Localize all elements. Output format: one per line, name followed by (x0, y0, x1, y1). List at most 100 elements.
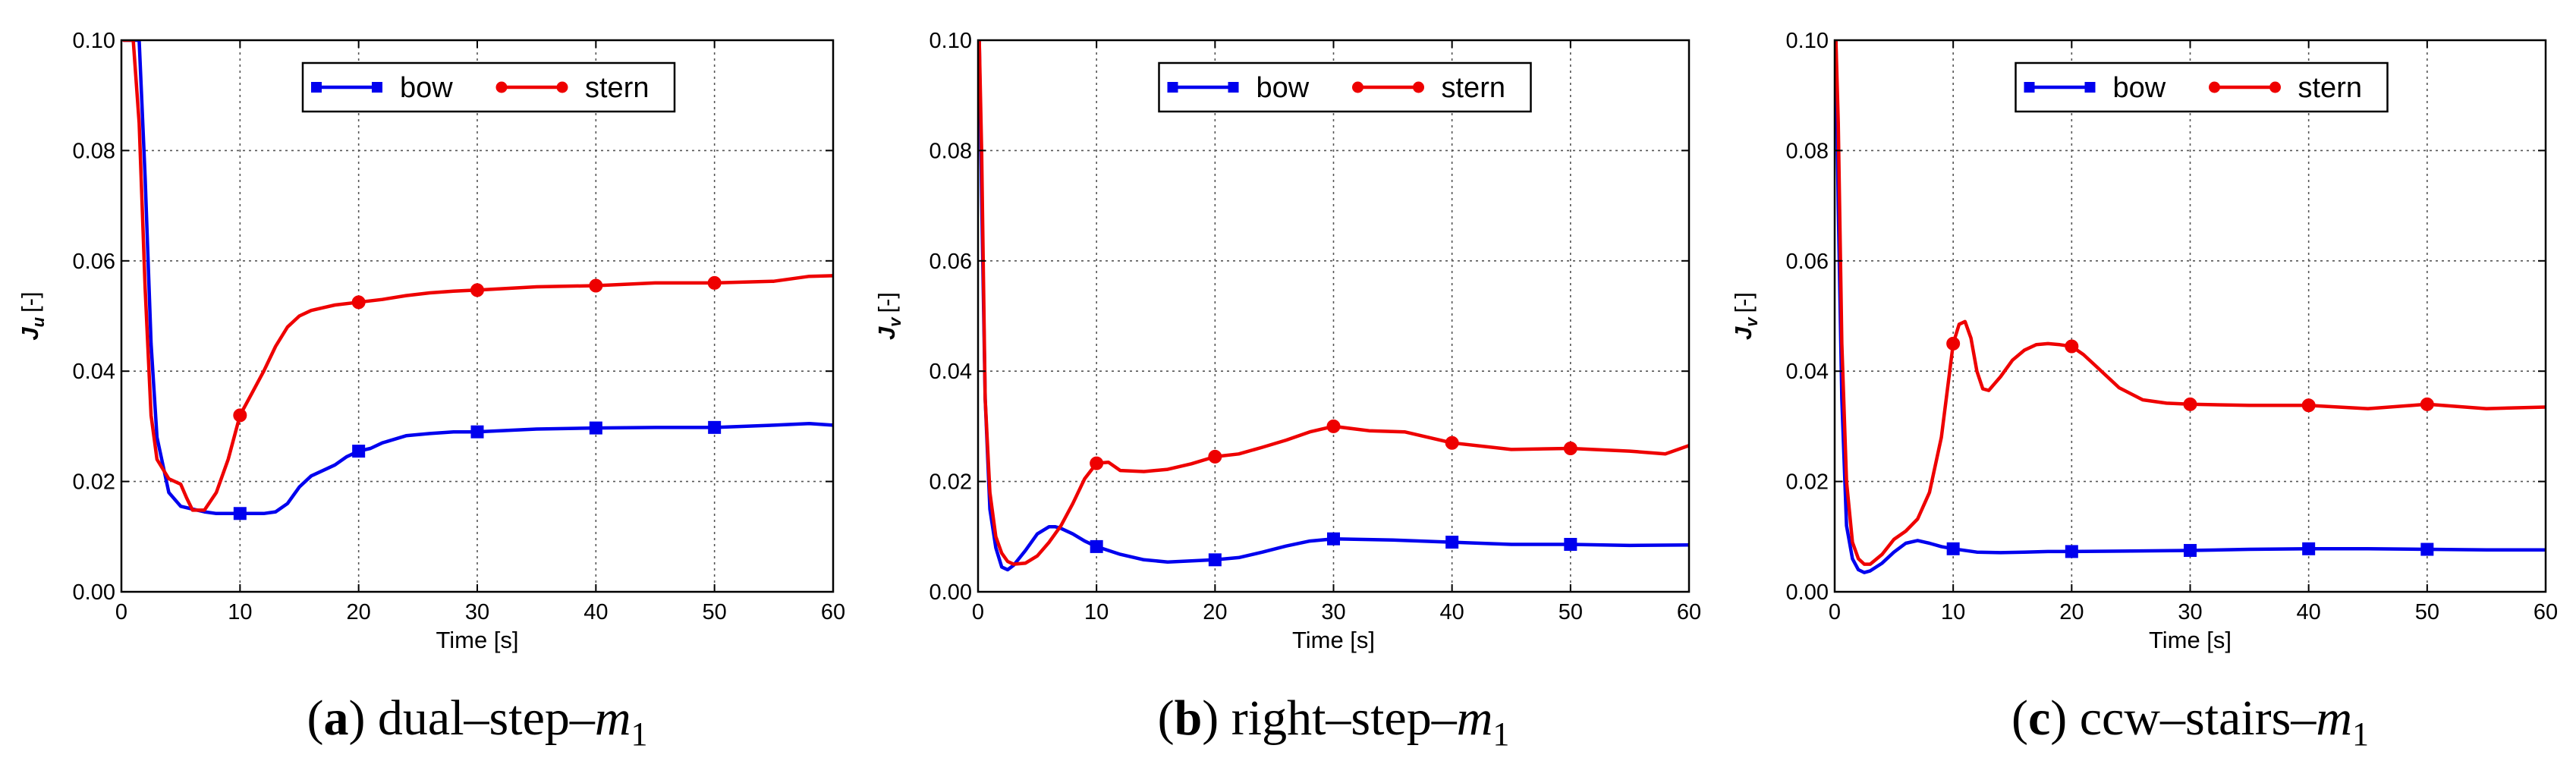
marker-bow (1090, 539, 1103, 553)
marker-stern (1563, 441, 1577, 455)
y-tick-label: 0.10 (73, 29, 115, 53)
y-tick-label: 0.02 (73, 470, 115, 495)
series-line-bow (978, 40, 1689, 572)
caption-letter: b (1175, 690, 1203, 746)
y-tick-label: 0.06 (1786, 250, 1829, 274)
y-tick-label: 0.00 (73, 580, 115, 605)
x-axis-label: Time [s] (2149, 627, 2232, 653)
caption-letter: c (2028, 690, 2050, 746)
y-axis-label-sub: v (885, 316, 904, 327)
series-line-stern (1835, 40, 2546, 566)
caption-sub: 1 (631, 715, 648, 753)
chart-panel-b: 0 10 20 30 40 50 60 0.00 0.02 0.04 0.06 0.08 0.10 Tim… (873, 29, 1701, 753)
marker-bow (1946, 542, 1960, 555)
x-tick-label: 20 (2059, 600, 2084, 624)
legend-marker-stern (2209, 81, 2220, 93)
x-tick-label: 10 (228, 600, 252, 624)
y-tick-label: 0.08 (929, 139, 972, 163)
y-tick-label: 0.10 (929, 29, 972, 53)
marker-bow (2302, 542, 2316, 555)
caption-sub: 1 (1492, 715, 1509, 753)
marker-bow (233, 507, 247, 520)
x-axis-label: Time [s] (1292, 627, 1375, 653)
y-axis-label-unit: [-] (1730, 292, 1757, 313)
x-axis-label: Time [s] (436, 627, 518, 653)
x-tick-label: 30 (2178, 600, 2202, 624)
series-bow (121, 40, 833, 516)
y-axis-label: Jv [-] (873, 292, 904, 340)
legend-marker-bow (311, 82, 322, 93)
y-axis-label-var: J (1730, 326, 1757, 340)
marker-bow (1564, 537, 1577, 551)
marker-stern (1208, 449, 1222, 464)
caption-var: m (1457, 690, 1493, 746)
series-stern (121, 40, 833, 512)
x-tick-label: 40 (1440, 600, 1464, 624)
x-tick-label: 30 (1321, 600, 1345, 624)
y-axis-label: Ju [-] (17, 291, 48, 340)
series-stern (978, 40, 1689, 566)
legend-label-bow: bow (2113, 72, 2166, 104)
legend-marker-bow (2024, 82, 2035, 93)
chart-panel-a: 0 10 20 30 40 50 60 0.00 0.02 0.04 0.06 0.08 0.10 Tim… (17, 29, 845, 753)
y-tick-label: 0.10 (1786, 29, 1829, 53)
y-tick-label: 0.02 (929, 470, 972, 495)
panel-caption: (b) right–step–m1 (1158, 690, 1510, 753)
marker-stern (2420, 397, 2434, 411)
marker-stern (589, 278, 603, 293)
y-tick-label: 0.00 (1786, 580, 1829, 605)
legend-marker-stern (556, 81, 568, 93)
x-tick-label: 0 (1829, 600, 1841, 624)
series-line-bow (121, 40, 833, 516)
series-stern (1835, 40, 2546, 566)
y-axis-label-sub: u (29, 316, 48, 327)
y-axis-label-sub: v (1742, 316, 1761, 327)
marker-stern (1090, 456, 1104, 470)
marker-bow (2184, 543, 2197, 557)
y-tick-label: 0.06 (73, 250, 115, 274)
y-tick-label: 0.08 (1786, 139, 1829, 163)
x-tick-label: 60 (821, 600, 845, 624)
caption-paren-open: ( (1158, 690, 1175, 746)
panel-caption: (a) dual–step–m1 (307, 690, 647, 753)
caption-paren-close: ) dual–step– (348, 690, 595, 746)
legend-marker-bow (1228, 82, 1239, 93)
chart-panel-c: 0 10 20 30 40 50 60 0.00 0.02 0.04 0.06 0.08 0.10 Tim… (1730, 29, 2558, 753)
x-tick-label: 50 (703, 600, 727, 624)
legend-label-bow: bow (1257, 72, 1310, 104)
caption-paren-open: ( (307, 690, 323, 746)
x-tick-label: 30 (465, 600, 489, 624)
y-tick-label: 0.04 (929, 360, 972, 384)
legend-marker-bow (1167, 82, 1178, 93)
x-tick-label: 40 (2297, 600, 2321, 624)
legend: bow stern (301, 61, 676, 113)
series-line-stern (121, 40, 833, 512)
marker-stern (2301, 398, 2316, 413)
series-bow (978, 40, 1689, 572)
marker-stern (2065, 339, 2079, 354)
legend-marker-stern (1352, 81, 1363, 93)
y-tick-label: 0.06 (929, 250, 972, 274)
caption-paren-close: ) ccw–stairs– (2050, 690, 2317, 746)
y-axis-label-unit: [-] (17, 291, 43, 313)
marker-stern (351, 295, 366, 310)
caption-letter: a (323, 690, 348, 746)
marker-bow (1327, 532, 1340, 546)
y-axis-label-var: J (17, 327, 43, 341)
legend-marker-stern (1413, 81, 1424, 93)
marker-bow (708, 420, 722, 434)
legend: bow stern (1158, 61, 1532, 113)
x-tick-label: 20 (347, 600, 371, 624)
marker-bow (2420, 542, 2434, 556)
marker-stern (1946, 336, 1961, 351)
x-tick-label: 0 (972, 600, 984, 624)
legend-label-bow: bow (400, 72, 453, 104)
y-axis-label-var: J (873, 326, 900, 340)
caption-paren-close: ) right–step– (1202, 690, 1457, 746)
x-tick-label: 60 (1677, 600, 1701, 624)
x-tick-label: 20 (1203, 600, 1227, 624)
y-axis-label: Jv [-] (1730, 292, 1761, 340)
marker-stern (470, 283, 484, 297)
legend-marker-stern (495, 81, 508, 93)
